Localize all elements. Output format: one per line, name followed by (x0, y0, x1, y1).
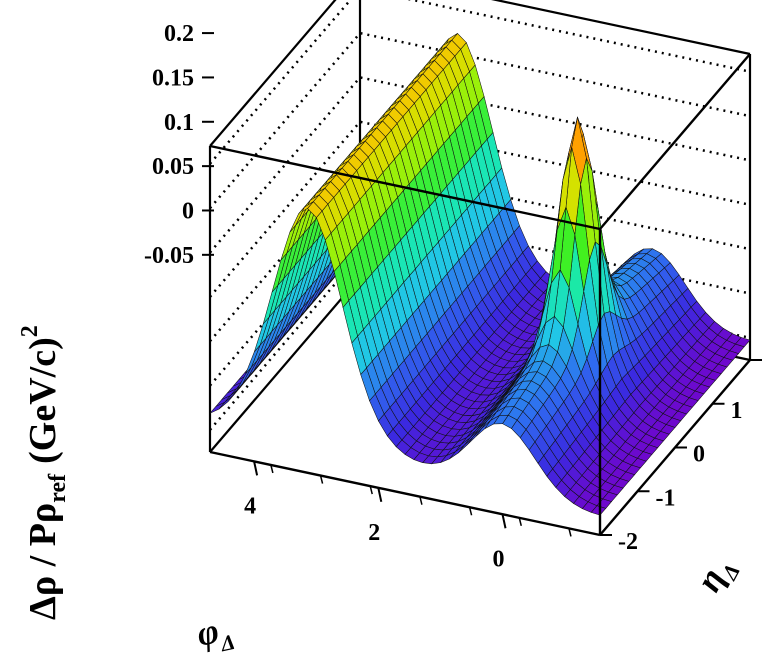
surface-cell (209, 402, 225, 414)
svg-text:ηΔ: ηΔ (688, 549, 745, 601)
phi-minor-tick (369, 485, 373, 495)
frame-edge (490, 0, 751, 56)
frame-edge (209, 0, 337, 147)
frame-edge (209, 144, 601, 231)
z-tick-label: 0.15 (152, 65, 194, 91)
svg-text:Δρ / Pρref(GeV/c)2: Δρ / Pρref (GeV/c)2 (17, 325, 71, 620)
phi-tick (253, 461, 259, 476)
frame-edge (209, 276, 361, 453)
phi-minor-tick (518, 517, 522, 527)
phi-tick (501, 514, 507, 529)
phi-tick-label: 0 (493, 546, 505, 572)
z-axis: 0.25 0.2 0.15 0.1 0.05 0 -0.05 (144, 0, 214, 269)
phi-minor-tick (319, 475, 324, 484)
eta-axis: 210-1-2 (600, 359, 762, 555)
phi-tick-label: 4 (244, 493, 256, 519)
eta-tick-label: 1 (731, 398, 743, 424)
y-axis-title-main: Δρ / Pρ (22, 503, 64, 620)
frame-edge (599, 53, 751, 230)
phi-minor-tick (468, 507, 473, 516)
phi-minor-tick (270, 464, 274, 474)
y-axis-title-sup: 2 (17, 325, 43, 337)
surface-mesh (209, 32, 751, 516)
phi-tick-label: 2 (368, 520, 380, 546)
z-tick-label: 0.25 (152, 0, 194, 3)
phi-tick (377, 487, 383, 503)
svg-text:φΔ: φΔ (193, 607, 237, 660)
y-axis-title-sub: ref (45, 473, 71, 503)
frame-edge (209, 450, 601, 537)
z-tick-label: 0.05 (152, 154, 194, 180)
eta-tick-label: 0 (693, 442, 705, 468)
z-tick-label: 0.2 (164, 21, 194, 47)
y-axis-title-unit: (GeV/c) (22, 337, 64, 464)
x-axis-title-sub: Δ (218, 629, 238, 657)
z-tick-label: 0.1 (164, 110, 194, 136)
phi-minor-tick (568, 528, 572, 537)
y-axis-title: Δρ / Pρref (GeV/c)2 (17, 325, 71, 620)
phi-minor-tick (419, 496, 423, 505)
surface-cell (236, 367, 252, 391)
x-axis-title: φΔ (193, 607, 237, 660)
eta-tick-label: -1 (656, 485, 676, 511)
z-axis-title: ηΔ (688, 549, 745, 601)
phi-axis: 4 2 0 (244, 461, 572, 572)
eta-tick-label: -2 (618, 529, 638, 555)
z-tick-label: 0 (182, 198, 194, 224)
z-tick-label: -0.05 (144, 243, 194, 269)
